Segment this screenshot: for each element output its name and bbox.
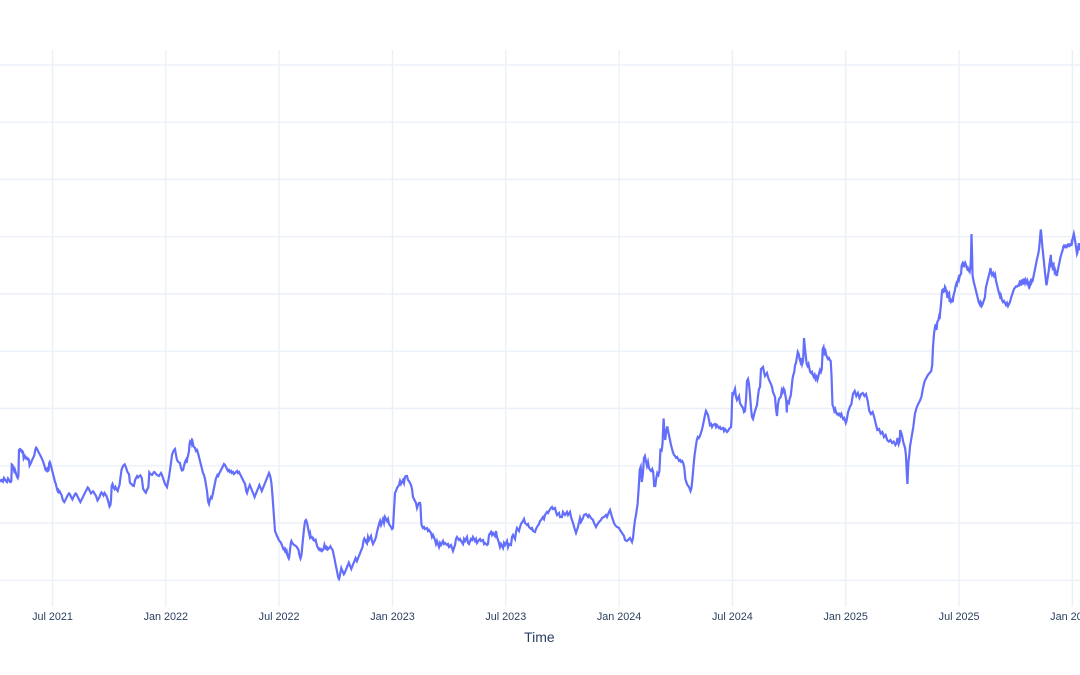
svg-text:Jan 2024: Jan 2024 [597,611,641,623]
svg-text:Jul 2023: Jul 2023 [485,611,526,623]
svg-text:Jul 2022: Jul 2022 [259,611,300,623]
svg-text:Jul 2021: Jul 2021 [32,611,73,623]
svg-text:Jan 2022: Jan 2022 [144,611,188,623]
svg-text:Jul 2024: Jul 2024 [712,611,753,623]
svg-text:Time: Time [524,629,555,645]
svg-text:Jul 2025: Jul 2025 [939,611,980,623]
svg-text:Jan 2023: Jan 2023 [370,611,414,623]
svg-text:Jan 2026: Jan 2026 [1050,611,1080,623]
svg-text:Jan 2025: Jan 2025 [823,611,867,623]
